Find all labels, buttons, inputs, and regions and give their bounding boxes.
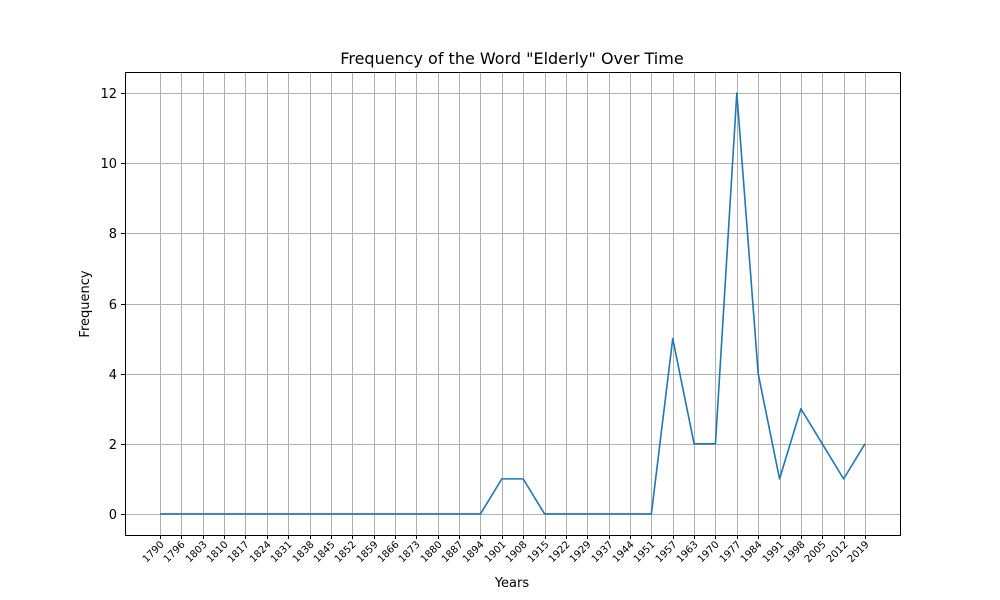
grid-layer (125, 72, 900, 535)
y-tick-label: 4 (109, 368, 117, 383)
x-tick-label: 1937 (590, 539, 616, 565)
x-tick-label: 1957 (654, 539, 680, 565)
x-tick-label: 1908 (504, 539, 530, 565)
x-tick-label: 1880 (419, 539, 445, 565)
x-tick-label: 1866 (376, 539, 402, 565)
y-axis: 0 2 4 6 8 10 12 (100, 87, 125, 523)
x-tick-label: 1984 (739, 539, 765, 565)
x-tick-label: 1944 (611, 539, 637, 565)
x-tick-label: 1810 (205, 539, 231, 565)
x-tick-label: 1922 (547, 539, 573, 565)
y-tick-label: 12 (100, 87, 117, 102)
x-tick-label: 1951 (632, 539, 658, 565)
x-tick-label: 1824 (248, 539, 274, 565)
series-layer (160, 92, 866, 515)
plot-frame (125, 72, 901, 536)
x-tick-label: 1831 (269, 539, 295, 565)
x-tick-label: 1894 (461, 539, 487, 565)
x-tick-label: 1790 (141, 539, 167, 565)
x-tick-label: 2019 (846, 539, 872, 565)
x-tick-label: 1901 (483, 539, 509, 565)
x-tick-label: 1838 (291, 539, 317, 565)
x-tick-label: 1873 (397, 539, 423, 565)
y-axis-label: Frequency (78, 270, 93, 337)
x-tick-label: 1859 (355, 539, 381, 565)
x-tick-label: 1977 (718, 539, 744, 565)
x-tick-label: 1991 (761, 539, 787, 565)
x-tick-label: 2012 (825, 539, 851, 565)
y-tick-label: 0 (109, 508, 117, 523)
y-tick-label: 8 (109, 227, 117, 242)
x-tick-label: 1963 (675, 539, 701, 565)
series-line (160, 92, 866, 515)
x-tick-label: 2005 (803, 539, 829, 565)
x-tick-label: 1803 (184, 539, 210, 565)
x-tick-label: 1929 (568, 539, 594, 565)
x-tick-label: 1970 (696, 539, 722, 565)
x-axis: 1790179618031810181718241831183818451852… (141, 535, 872, 565)
y-tick-label: 6 (109, 298, 117, 313)
x-axis-label: Years (494, 576, 530, 591)
x-tick-label: 1915 (526, 539, 552, 565)
y-tick-label: 10 (100, 157, 117, 172)
x-tick-label: 1796 (162, 539, 188, 565)
x-tick-label: 1852 (333, 539, 359, 565)
x-tick-label: 1845 (312, 539, 338, 565)
y-tick-label: 2 (109, 438, 117, 453)
x-tick-label: 1998 (782, 539, 808, 565)
x-tick-label: 1817 (226, 539, 252, 565)
chart-title: Frequency of the Word "Elderly" Over Tim… (340, 49, 683, 68)
x-tick-label: 1887 (440, 539, 466, 565)
